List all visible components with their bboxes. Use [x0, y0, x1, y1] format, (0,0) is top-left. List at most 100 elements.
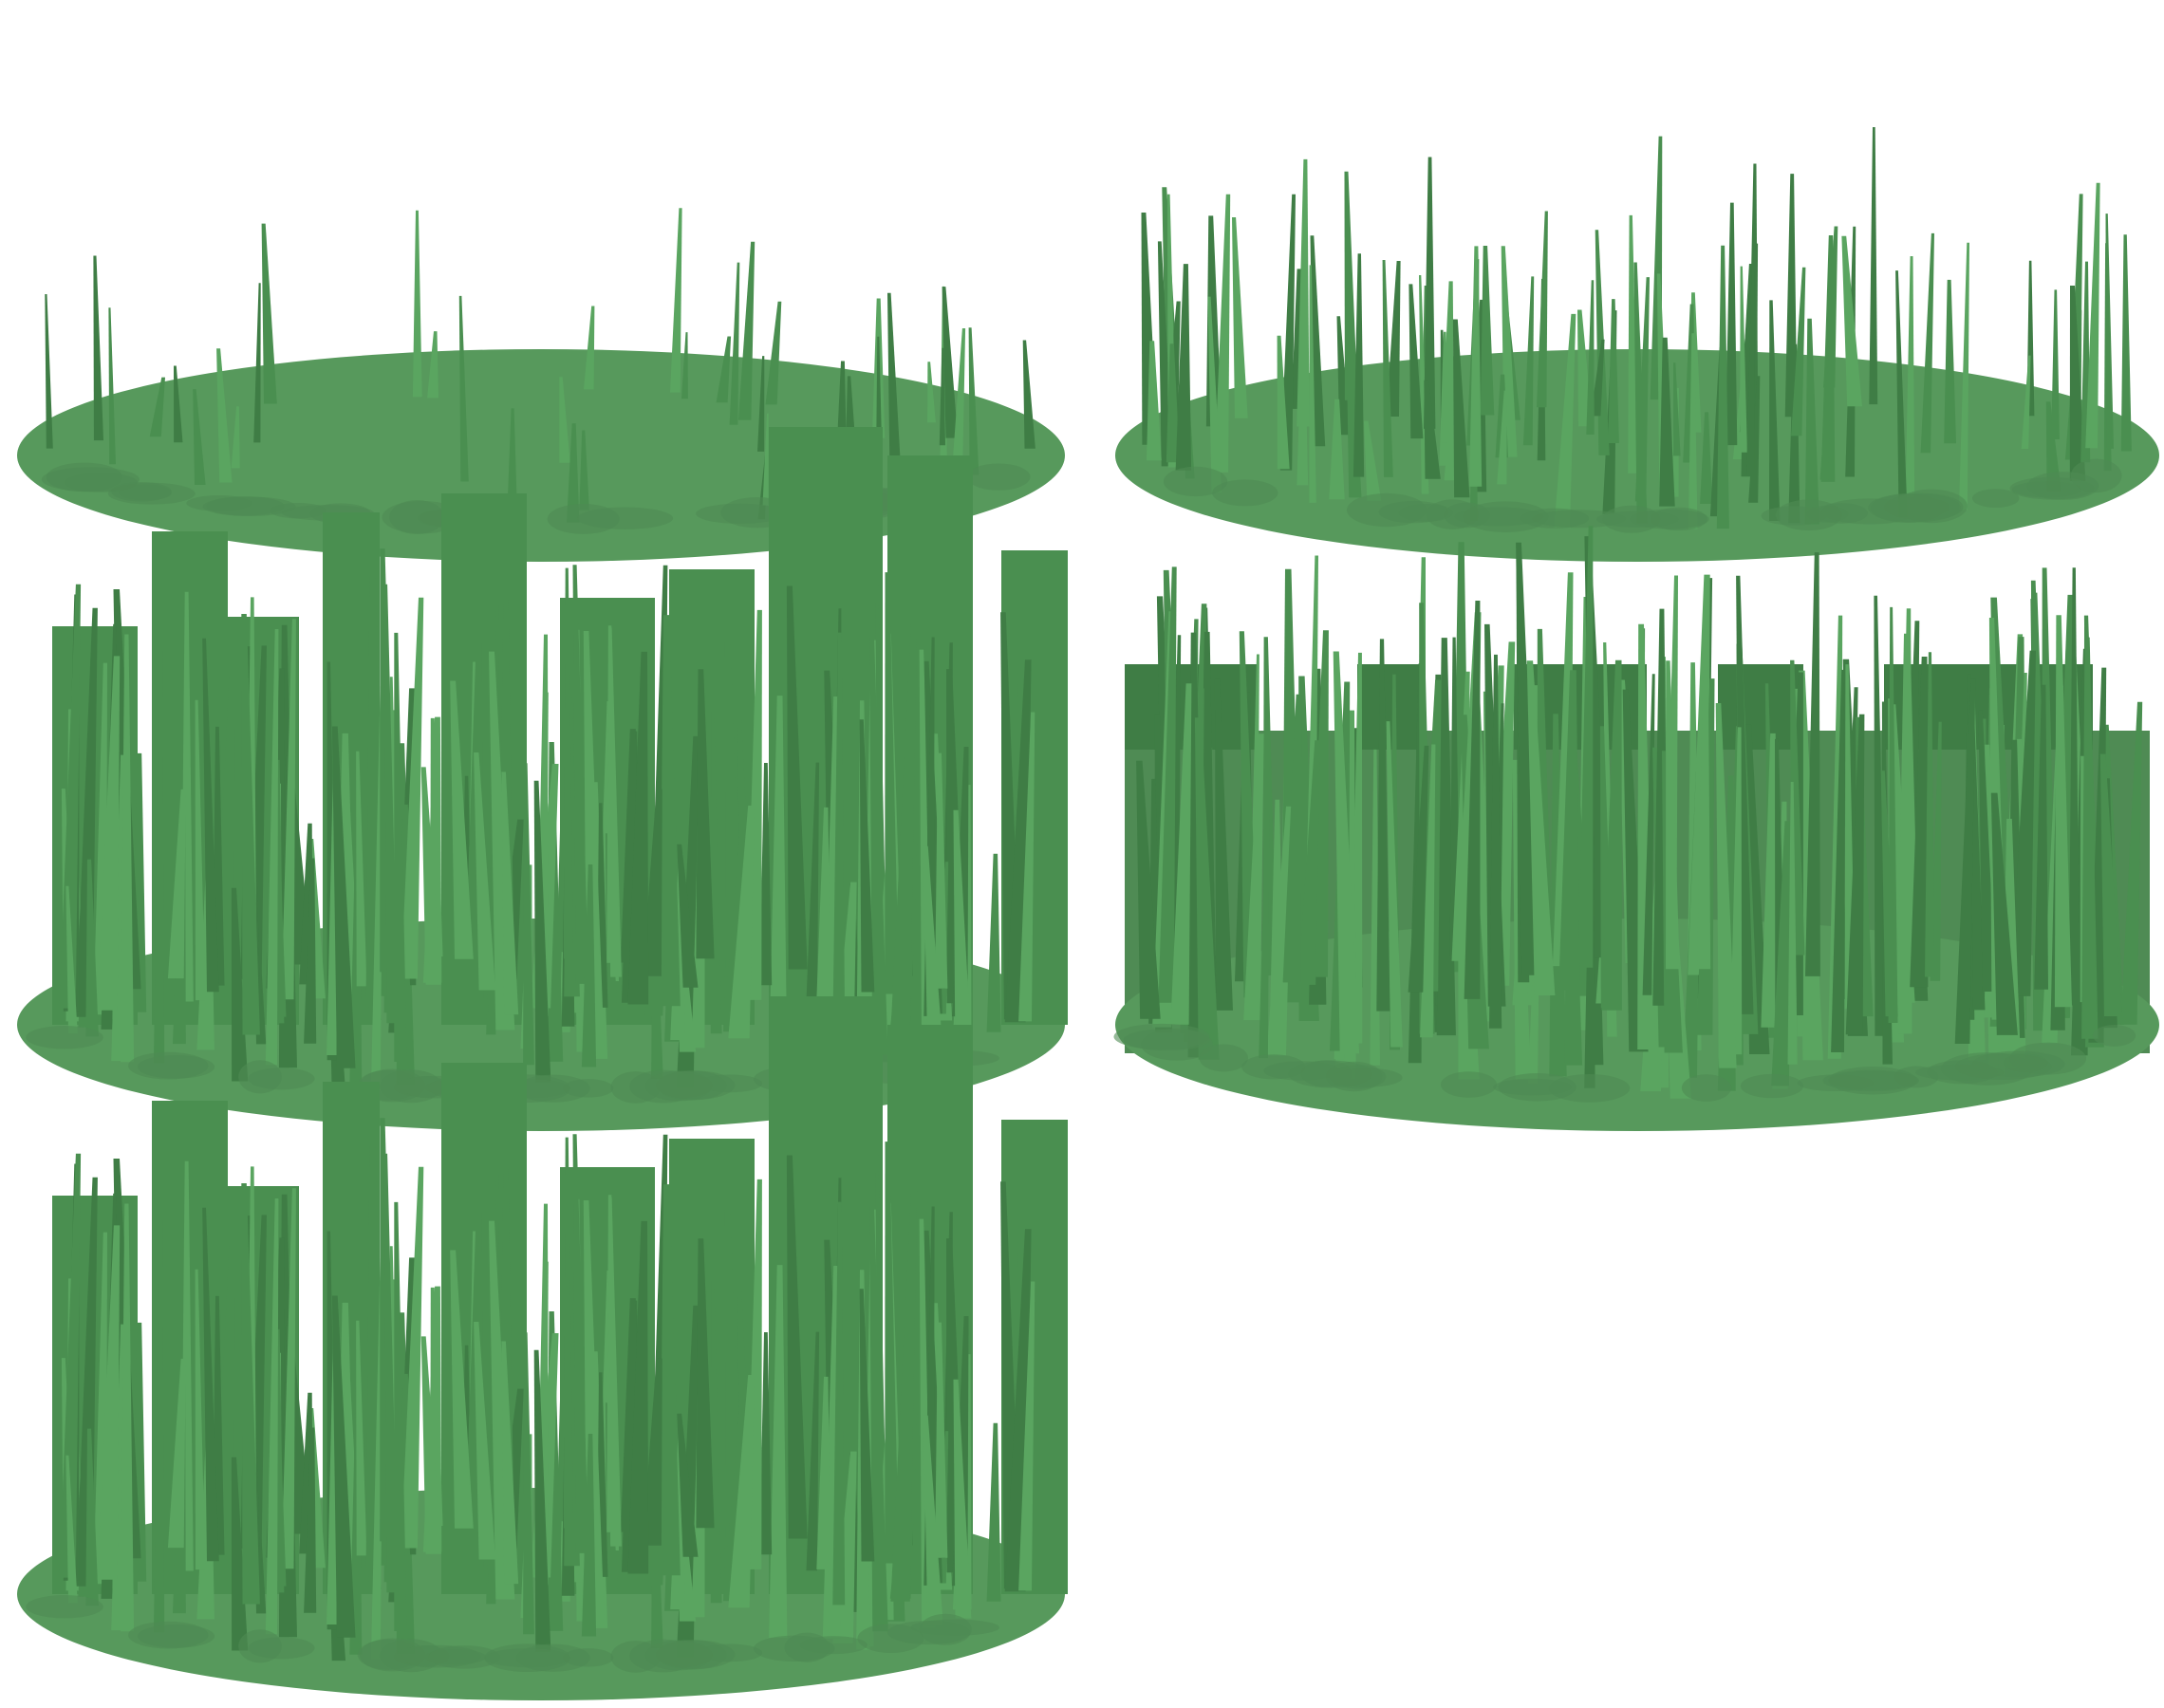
grass-blade: [816, 807, 831, 1000]
grass-blade: [1673, 362, 1681, 456]
grass-blade: [677, 1413, 699, 1557]
grass-blade: [806, 762, 820, 1002]
grass-blade: [1497, 390, 1507, 485]
grass-patch-tall-jagged: [17, 427, 1068, 1131]
grass-blade: [1920, 232, 1934, 454]
grass-blade: [231, 406, 240, 469]
grass-blade: [1282, 694, 1302, 983]
grass-texture: [644, 1070, 713, 1102]
grass-blade: [59, 1153, 82, 1578]
grass-blade: [1259, 766, 1270, 1059]
grass-texture: [563, 1079, 614, 1098]
grass-blade: [356, 1320, 367, 1556]
grass-blade: [1771, 821, 1791, 1086]
grass-blade: [1194, 717, 1220, 1060]
grass-blade: [1910, 657, 1929, 988]
grass-texture: [1113, 1023, 1210, 1050]
grass-blade: [2054, 615, 2072, 1008]
grass-blade: [696, 669, 715, 959]
grass-blade: [401, 1166, 424, 1549]
grass-blade: [427, 331, 438, 399]
grass-texture: [1212, 479, 1278, 507]
grass-blade: [1554, 313, 1576, 528]
grass-clump: [1718, 664, 1803, 750]
grass-blade: [572, 1134, 589, 1553]
grass-blade: [420, 1336, 441, 1554]
grass-blade: [859, 1289, 875, 1562]
grass-blade: [2120, 701, 2143, 1025]
grass-blade: [729, 262, 740, 425]
grass-blade: [1214, 194, 1231, 473]
grass-blade: [97, 1225, 121, 1580]
grass-blade: [1880, 770, 1898, 1017]
grass-blade: [1642, 674, 1655, 995]
grass-texture: [238, 1629, 282, 1663]
grass-blade: [1243, 733, 1264, 1021]
grass-blade: [953, 328, 966, 458]
grass-blade: [1666, 660, 1680, 970]
grass-blade: [953, 809, 972, 1049]
grass-blade: [1577, 526, 1594, 968]
grass-blade: [759, 763, 773, 986]
grass-blade: [1845, 714, 1865, 1035]
grass-texture: [1288, 1060, 1372, 1088]
grass-blade: [1166, 343, 1180, 463]
grass-blade: [885, 572, 900, 994]
grass-blade: [195, 699, 206, 1001]
grass-blade: [1420, 744, 1436, 1038]
grass-blade: [1819, 349, 1832, 480]
grass-blade: [241, 614, 260, 1035]
grass-blade: [1804, 318, 1819, 525]
grass-blade: [1697, 628, 1711, 970]
grass-texture: [784, 1632, 830, 1662]
grass-blade: [193, 389, 206, 485]
grass-blade: [1424, 380, 1441, 479]
grass-blade: [501, 1341, 519, 1585]
grass-blade: [216, 348, 233, 483]
grass-blade: [1990, 792, 2018, 1035]
grass-blade: [1158, 566, 1177, 1003]
grass-clump: [1357, 664, 1424, 750]
grass-blade: [608, 627, 622, 977]
grass-blade: [869, 635, 888, 1063]
grass-blade: [584, 306, 595, 390]
grass-blade: [1787, 782, 1798, 1065]
grass-blade: [450, 680, 474, 959]
grass-blade: [1895, 270, 1908, 517]
grass-blade: [281, 619, 296, 1000]
grass-blade: [567, 423, 580, 523]
grass-texture: [1954, 1052, 2052, 1080]
grass-blade: [1364, 420, 1382, 501]
grass-blade: [1232, 217, 1248, 418]
grass-blade: [420, 767, 441, 985]
grass-blade: [769, 696, 788, 1068]
grass-blade: [1382, 260, 1393, 477]
grass-texture: [699, 1074, 763, 1093]
grass-texture: [1740, 1073, 1804, 1099]
grass-blade: [1452, 319, 1470, 498]
grass-texture: [238, 1060, 282, 1094]
grass-texture: [563, 1648, 614, 1667]
grass-blade: [1558, 670, 1580, 991]
grass-texture: [1441, 1071, 1497, 1098]
grass-blade: [968, 327, 979, 475]
grass-blade: [2045, 401, 2061, 492]
grass-blade: [149, 377, 165, 437]
grass-blade: [1352, 253, 1365, 477]
grass-blade: [533, 780, 551, 1083]
grass-blade: [670, 208, 682, 393]
grass-patch-tall-jagged-copy: [17, 996, 1068, 1700]
grass-blade: [1214, 678, 1233, 1011]
grass-blade: [85, 859, 99, 1037]
grass-blade: [572, 565, 589, 984]
grass-blade: [986, 853, 1001, 1032]
grass-blade: [1700, 412, 1713, 504]
grass-blade: [1136, 760, 1161, 1019]
grass-blade: [1905, 256, 1915, 498]
grass-blade: [786, 1155, 808, 1539]
grass-blade: [121, 634, 135, 1063]
grass-blade: [1823, 226, 1838, 388]
grass-blade: [1970, 725, 1986, 1011]
grass-blade: [890, 1190, 918, 1602]
grass-blade: [1688, 333, 1698, 529]
